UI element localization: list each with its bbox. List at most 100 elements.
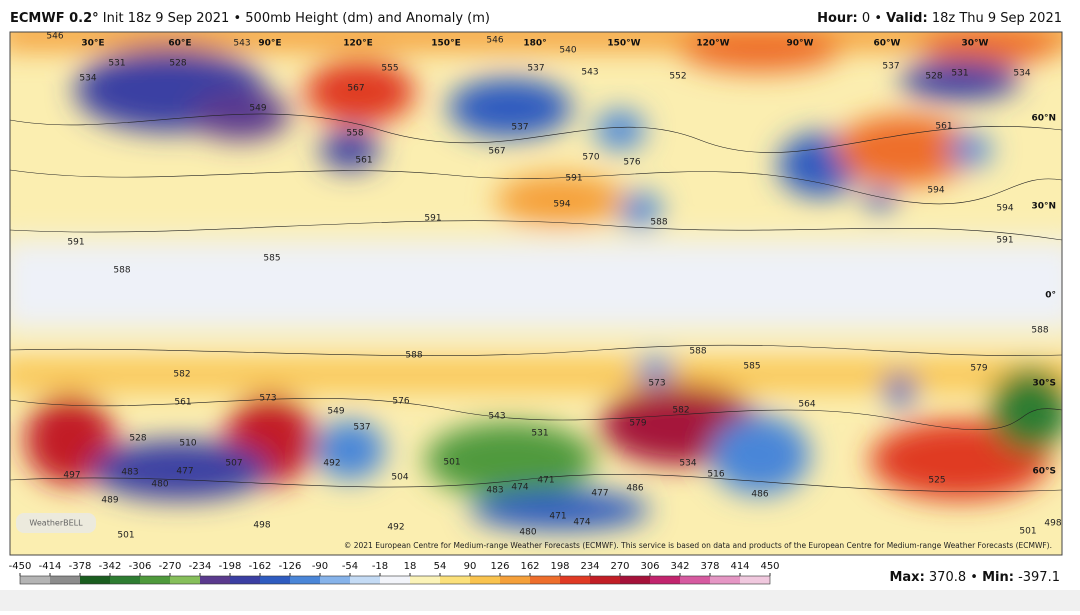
- contour-label: 582: [173, 370, 190, 380]
- contour-label: 528: [169, 59, 186, 69]
- colorbar-tick-label: 54: [434, 561, 447, 572]
- contour-label: 555: [381, 64, 398, 74]
- map-frame: [9, 31, 1063, 556]
- contour-label: 528: [925, 72, 942, 82]
- contour-label: 507: [225, 459, 242, 469]
- latitude-label: 30°S: [1032, 379, 1056, 389]
- map: WeatherBELL © 2021 European Centre for M…: [10, 32, 1062, 555]
- colorbar-tick-label: 198: [550, 561, 569, 572]
- header-left: ECMWF 0.2° Init 18z 9 Sep 2021 • 500mb H…: [10, 11, 490, 26]
- contour-label: 564: [798, 400, 815, 410]
- colorbar-segment: [260, 576, 290, 584]
- longitude-label: 120°W: [696, 39, 729, 49]
- contour-label: 497: [63, 471, 80, 481]
- contour-label: 591: [565, 174, 582, 184]
- contour-label: 567: [347, 84, 364, 94]
- contour-label: 561: [355, 156, 372, 166]
- contour-label: 591: [996, 236, 1013, 246]
- longitude-label: 60°W: [874, 39, 901, 49]
- contour-label: 588: [650, 218, 667, 228]
- contour-label: 510: [179, 439, 196, 449]
- latitude-label: 60°N: [1031, 114, 1056, 124]
- colorbar-tick-label: 378: [700, 561, 719, 572]
- contour-label: 561: [174, 398, 191, 408]
- colorbar-segment: [380, 576, 410, 584]
- contour-label: 585: [263, 254, 280, 264]
- colorbar-segment: [290, 576, 320, 584]
- contour-label: 531: [531, 429, 548, 439]
- contour-label: 591: [67, 238, 84, 248]
- contour-label: 471: [537, 476, 554, 486]
- contour-label: 501: [443, 458, 460, 468]
- contour-label: 543: [488, 412, 505, 422]
- contour-label: 579: [970, 364, 987, 374]
- contour-label: 549: [327, 407, 344, 417]
- colorbar-tick-label: -378: [69, 561, 92, 572]
- contour-label: 558: [346, 129, 363, 139]
- contour-label: 516: [707, 470, 724, 480]
- contour-label: 546: [46, 32, 63, 42]
- contour-label: 573: [648, 379, 665, 389]
- colorbar-segment: [200, 576, 230, 584]
- logo: WeatherBELL: [29, 519, 83, 528]
- colorbar-segment: [320, 576, 350, 584]
- colorbar-segment: [620, 576, 650, 584]
- colorbar-tick-label: -414: [39, 561, 62, 572]
- longitude-label: 90°E: [258, 39, 281, 49]
- contour-label: 546: [486, 36, 503, 46]
- colorbar-tick-label: -270: [159, 561, 182, 572]
- contour-label: 534: [79, 74, 96, 84]
- contour-label: 582: [672, 406, 689, 416]
- colorbar-tick-label: 234: [580, 561, 599, 572]
- colorbar-segment: [740, 576, 770, 584]
- contour-label: 489: [101, 496, 118, 506]
- contour-label: 471: [549, 512, 566, 522]
- contour-label: 528: [129, 434, 146, 444]
- contour-label: 492: [323, 459, 340, 469]
- contour-label: 588: [1031, 326, 1048, 336]
- colorbar-segment: [590, 576, 620, 584]
- colorbar-segment: [500, 576, 530, 584]
- colorbar-tick-label: 450: [760, 561, 779, 572]
- contour-label: 567: [488, 147, 505, 157]
- colorbar-segment: [80, 576, 110, 584]
- contour-label: 537: [882, 62, 899, 72]
- colorbar-segment: [530, 576, 560, 584]
- contour-label: 576: [392, 397, 409, 407]
- contour-label: 531: [108, 59, 125, 69]
- colorbar-segment: [170, 576, 200, 584]
- colorbar-tick-label: 90: [464, 561, 477, 572]
- contour-label: 531: [951, 69, 968, 79]
- colorbar-tick-label: -450: [9, 561, 32, 572]
- contour-label: 588: [113, 266, 130, 276]
- colorbar-segment: [140, 576, 170, 584]
- bottom-bar: [0, 590, 1080, 611]
- longitude-label: 90°W: [787, 39, 814, 49]
- colorbar-tick-label: -234: [189, 561, 212, 572]
- colorbar-tick-label: -18: [372, 561, 388, 572]
- colorbar-tick-label: -342: [99, 561, 122, 572]
- colorbar-frame: [19, 575, 771, 585]
- colorbar-tick-label: 18: [404, 561, 417, 572]
- contour-label: 540: [559, 46, 576, 56]
- contour-label: 588: [405, 351, 422, 361]
- longitude-label: 150°W: [607, 39, 640, 49]
- contour-label: 594: [553, 200, 570, 210]
- contour-label: 498: [253, 521, 270, 531]
- latitude-label: 60°S: [1032, 467, 1056, 477]
- contour-label: 549: [249, 104, 266, 114]
- colorbar-tick-label: -306: [129, 561, 152, 572]
- contour-label: 480: [151, 480, 168, 490]
- contour-label: 579: [629, 419, 646, 429]
- colorbar-segment: [560, 576, 590, 584]
- colorbar-segment: [710, 576, 740, 584]
- colorbar-tick-label: 414: [730, 561, 749, 572]
- contour-label: 498: [1044, 519, 1061, 529]
- longitude-label: 30°E: [81, 39, 104, 49]
- contour-label: 537: [511, 123, 528, 133]
- colorbar-segment: [110, 576, 140, 584]
- contour-lines: [10, 113, 1062, 492]
- contour-label: 486: [626, 484, 643, 494]
- contour-label: 477: [591, 489, 608, 499]
